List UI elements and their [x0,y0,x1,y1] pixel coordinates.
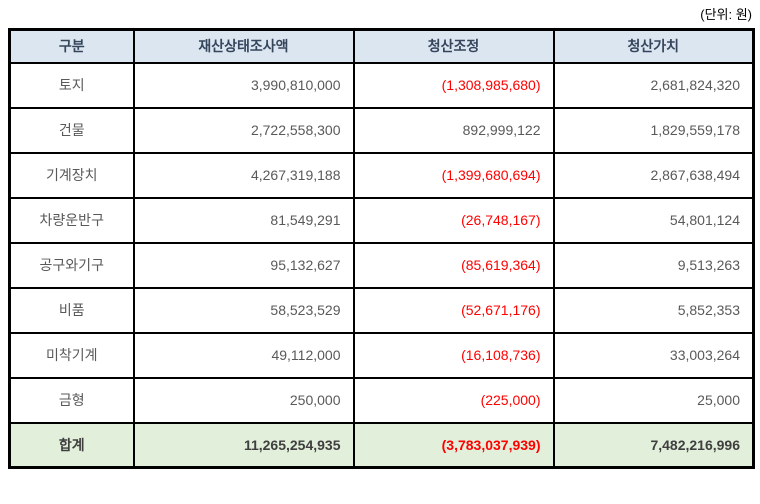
table-row: 차량운반구 81,549,291 (26,748,167) 54,801,124 [8,196,755,244]
survey-amount-cell: 250,000 [132,376,355,424]
col-header-survey-amount: 재산상태조사액 [132,28,355,64]
header-row: 구분 재산상태조사액 청산조정 청산가치 [8,28,755,64]
total-row: 합계 11,265,254,935 (3,783,037,939) 7,482,… [8,421,755,469]
total-label: 합계 [8,421,135,469]
adjustment-cell: (16,108,736) [352,331,555,379]
table-row: 건물 2,722,558,300 892,999,122 1,829,559,1… [8,106,755,154]
col-header-category: 구분 [8,28,135,64]
table-row: 금형 250,000 (225,000) 25,000 [8,376,755,424]
row-label: 비품 [8,286,135,334]
col-header-liquidation-value: 청산가치 [552,28,755,64]
table-row: 토지 3,990,810,000 (1,308,985,680) 2,681,8… [8,61,755,109]
total-adjustment-cell: (3,783,037,939) [352,421,555,469]
row-label: 토지 [8,61,135,109]
liquidation-value-cell: 2,681,824,320 [552,61,755,109]
adjustment-cell: (1,308,985,680) [352,61,555,109]
asset-liquidation-table: 구분 재산상태조사액 청산조정 청산가치 토지 3,990,810,000 (1… [8,28,755,469]
adjustment-cell: (225,000) [352,376,555,424]
row-label: 차량운반구 [8,196,135,244]
table-row: 미착기계 49,112,000 (16,108,736) 33,003,264 [8,331,755,379]
unit-label: (단위: 원) [700,7,752,22]
row-label: 건물 [8,106,135,154]
survey-amount-cell: 58,523,529 [132,286,355,334]
adjustment-cell: (85,619,364) [352,241,555,289]
row-label: 금형 [8,376,135,424]
row-label: 공구와기구 [8,241,135,289]
survey-amount-cell: 49,112,000 [132,331,355,379]
liquidation-value-cell: 25,000 [552,376,755,424]
liquidation-value-cell: 5,852,353 [552,286,755,334]
table-row: 기계장치 4,267,319,188 (1,399,680,694) 2,867… [8,151,755,199]
adjustment-cell: (52,671,176) [352,286,555,334]
total-survey-amount-cell: 11,265,254,935 [132,421,355,469]
table-row: 비품 58,523,529 (52,671,176) 5,852,353 [8,286,755,334]
survey-amount-cell: 4,267,319,188 [132,151,355,199]
row-label: 미착기계 [8,331,135,379]
survey-amount-cell: 95,132,627 [132,241,355,289]
row-label: 기계장치 [8,151,135,199]
adjustment-cell: 892,999,122 [352,106,555,154]
liquidation-value-cell: 9,513,263 [552,241,755,289]
survey-amount-cell: 3,990,810,000 [132,61,355,109]
liquidation-value-cell: 54,801,124 [552,196,755,244]
table-row: 공구와기구 95,132,627 (85,619,364) 9,513,263 [8,241,755,289]
survey-amount-cell: 2,722,558,300 [132,106,355,154]
liquidation-value-cell: 2,867,638,494 [552,151,755,199]
liquidation-value-cell: 1,829,559,178 [552,106,755,154]
total-liquidation-value-cell: 7,482,216,996 [552,421,755,469]
adjustment-cell: (1,399,680,694) [352,151,555,199]
liquidation-value-cell: 33,003,264 [552,331,755,379]
col-header-liquidation-adjustment: 청산조정 [352,28,555,64]
adjustment-cell: (26,748,167) [352,196,555,244]
survey-amount-cell: 81,549,291 [132,196,355,244]
